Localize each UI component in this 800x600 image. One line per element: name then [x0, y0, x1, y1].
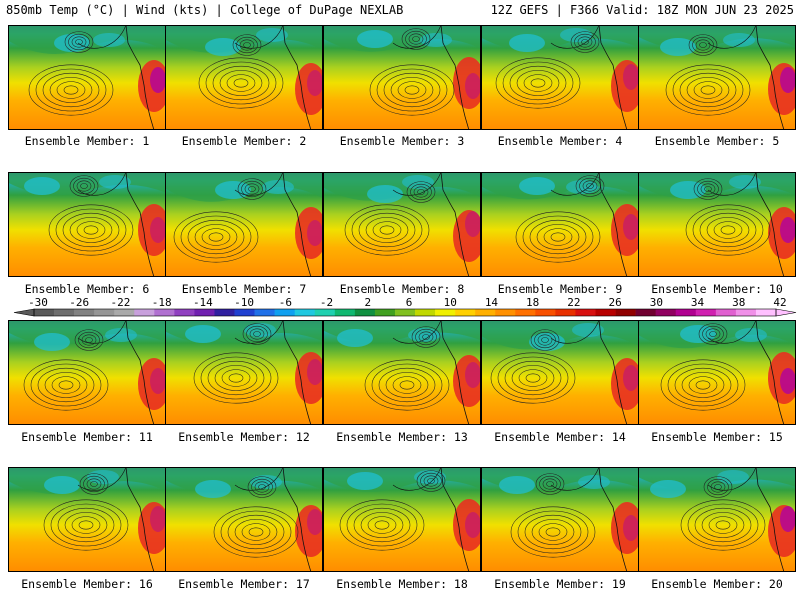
- colorbar-swatch: [495, 309, 516, 316]
- ensemble-map: [165, 467, 323, 572]
- header-title: 850mb Temp (°C) | Wind (kts) | College o…: [6, 3, 404, 17]
- ensemble-map: [323, 320, 481, 425]
- ensemble-member-label: Ensemble Member: 3: [339, 134, 465, 148]
- ensemble-map: [8, 25, 166, 130]
- colorbar-swatch: [615, 309, 636, 316]
- colorbar-swatch: [415, 309, 436, 316]
- ensemble-map: [638, 25, 796, 130]
- ensemble-member-label: Ensemble Member: 16: [21, 577, 153, 591]
- colorbar-swatch: [134, 309, 155, 316]
- colorbar-swatch: [74, 309, 95, 316]
- colorbar-swatch: [535, 309, 556, 316]
- ensemble-member-label: Ensemble Member: 12: [178, 430, 310, 444]
- ensemble-member-label: Ensemble Member: 14: [494, 430, 626, 444]
- colorbar-swatch: [675, 309, 697, 316]
- ensemble-member-label: Ensemble Member: 2: [181, 134, 307, 148]
- colorbar-swatch: [394, 309, 416, 316]
- colorbar-tick-label: 10: [444, 296, 457, 309]
- colorbar-swatch: [555, 309, 576, 316]
- colorbar-swatch: [695, 309, 717, 316]
- ensemble-map: [481, 467, 639, 572]
- ensemble-member-label: Ensemble Member: 10: [651, 282, 783, 296]
- colorbar-swatch: [254, 309, 275, 316]
- colorbar-tick-label: -14: [193, 296, 213, 309]
- colorbar-swatch: [374, 309, 396, 316]
- colorbar-tick-label: 38: [732, 296, 745, 309]
- colorbar-swatch: [354, 309, 376, 316]
- colorbar-tick-label: 2: [364, 296, 371, 309]
- colorbar-tick-label: 26: [608, 296, 621, 309]
- ensemble-member-label: Ensemble Member: 8: [339, 282, 465, 296]
- ensemble-map: [638, 320, 796, 425]
- ensemble-member-label: Ensemble Member: 9: [497, 282, 623, 296]
- ensemble-map: [8, 320, 166, 425]
- ensemble-map: [8, 172, 166, 277]
- ensemble-member-label: Ensemble Member: 7: [181, 282, 307, 296]
- colorbar-tick-label: 30: [650, 296, 663, 309]
- colorbar-tick-label: 6: [406, 296, 413, 309]
- ensemble-map: [323, 467, 481, 572]
- ensemble-map: [8, 467, 166, 572]
- colorbar-swatch: [475, 309, 496, 316]
- colorbar-swatch: [455, 309, 476, 316]
- ensemble-map: [481, 320, 639, 425]
- colorbar-swatch: [595, 309, 616, 316]
- ensemble-map: [165, 172, 323, 277]
- colorbar-swatch: [234, 309, 255, 316]
- header-run-info: 12Z GEFS | F366 Valid: 18Z MON JUN 23 20…: [490, 3, 794, 17]
- colorbar-swatch: [655, 309, 677, 316]
- ensemble-member-label: Ensemble Member: 5: [654, 134, 780, 148]
- colorbar-swatch: [515, 309, 536, 316]
- colorbar-swatch: [214, 309, 235, 316]
- ensemble-member-label: Ensemble Member: 13: [336, 430, 468, 444]
- ensemble-member-label: Ensemble Member: 19: [494, 577, 626, 591]
- ensemble-member-label: Ensemble Member: 6: [24, 282, 150, 296]
- colorbar-swatch: [274, 309, 296, 316]
- ensemble-map: [481, 25, 639, 130]
- colorbar-swatch: [314, 309, 336, 316]
- colorbar-swatch: [715, 309, 737, 316]
- ensemble-map: [638, 467, 796, 572]
- colorbar-tick-label: -26: [69, 296, 89, 309]
- ensemble-map: [165, 320, 323, 425]
- colorbar-swatch: [114, 309, 135, 316]
- ensemble-map: [165, 25, 323, 130]
- colorbar-swatch: [294, 309, 316, 316]
- colorbar-tick-label: 22: [567, 296, 580, 309]
- colorbar-swatch: [94, 309, 115, 316]
- colorbar-tick-label: -2: [320, 296, 333, 309]
- temperature-colorbar: -30 -26 -22 -18 -14 -10 -6 -2 2 6 10 14 18 22 26 30 34 38…: [13, 296, 797, 317]
- colorbar-tick-label: 34: [691, 296, 705, 309]
- colorbar-swatch: [34, 309, 55, 316]
- ensemble-member-label: Ensemble Member: 4: [497, 134, 623, 148]
- ensemble-member-label: Ensemble Member: 11: [21, 430, 153, 444]
- colorbar-swatch: [755, 309, 777, 316]
- ensemble-map: [323, 172, 481, 277]
- colorbar-swatch: [194, 309, 215, 316]
- colorbar-swatch: [154, 309, 175, 316]
- colorbar-tick-label: 18: [526, 296, 539, 309]
- colorbar-tick-label: -22: [111, 296, 131, 309]
- ensemble-member-label: Ensemble Member: 15: [651, 430, 783, 444]
- ensemble-member-label: Ensemble Member: 1: [24, 134, 150, 148]
- colorbar-tick-label: -18: [152, 296, 172, 309]
- colorbar-swatch: [174, 309, 195, 316]
- colorbar-swatch: [435, 309, 456, 316]
- colorbar-swatch: [334, 309, 356, 316]
- ensemble-map: [323, 25, 481, 130]
- colorbar-swatch: [575, 309, 596, 316]
- colorbar-tick-label: 42: [773, 296, 786, 309]
- colorbar-tick-label: -30: [28, 296, 48, 309]
- colorbar-swatch: [635, 309, 656, 316]
- ensemble-member-label: Ensemble Member: 18: [336, 577, 468, 591]
- ensemble-member-label: Ensemble Member: 20: [651, 577, 783, 591]
- colorbar-tick-label: -6: [279, 296, 292, 309]
- colorbar-tick-label: -10: [234, 296, 254, 309]
- ensemble-map: [638, 172, 796, 277]
- ensemble-member-label: Ensemble Member: 17: [178, 577, 310, 591]
- colorbar-swatch: [735, 309, 757, 316]
- colorbar-swatch: [54, 309, 75, 316]
- colorbar-tick-label: 14: [485, 296, 499, 309]
- ensemble-map: [481, 172, 639, 277]
